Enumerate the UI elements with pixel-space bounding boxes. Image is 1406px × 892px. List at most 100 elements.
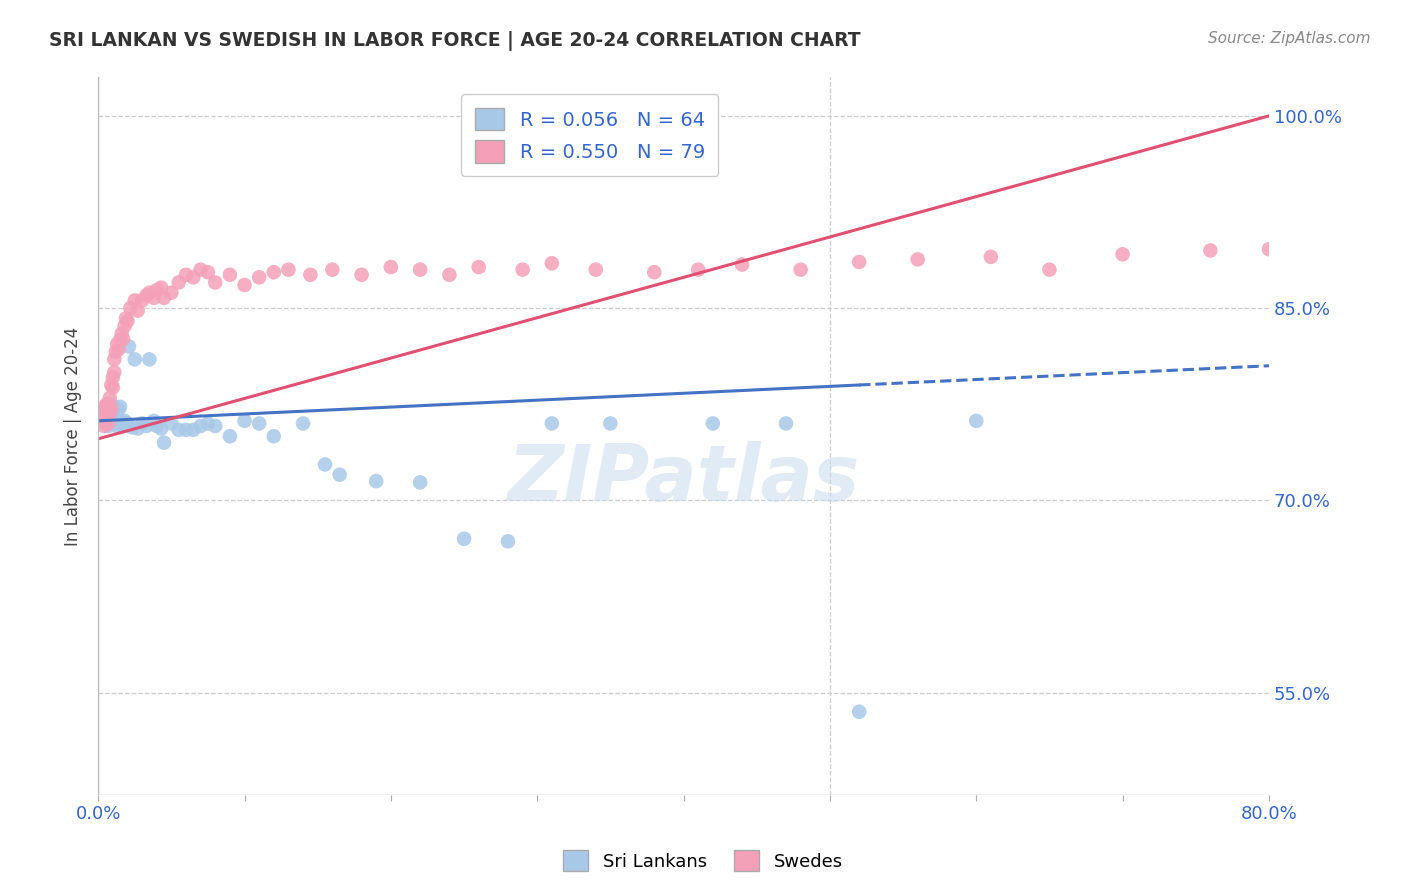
Point <box>98 391 121 405</box>
Point <box>329 467 352 482</box>
Point <box>848 255 870 269</box>
Point <box>1199 244 1222 258</box>
Point <box>688 262 710 277</box>
Point <box>702 417 724 431</box>
Point <box>103 403 125 417</box>
Point <box>103 410 125 425</box>
Point <box>540 256 562 270</box>
Point <box>112 419 135 434</box>
Point <box>174 268 197 282</box>
Point <box>127 303 149 318</box>
Point <box>118 340 141 354</box>
Point <box>409 262 432 277</box>
Point <box>124 293 146 308</box>
Point <box>96 406 118 420</box>
Point <box>101 370 124 384</box>
Point <box>97 419 120 434</box>
Point <box>100 417 122 431</box>
Point <box>540 417 562 431</box>
Point <box>105 411 128 425</box>
Point <box>100 397 122 411</box>
Point <box>101 414 124 428</box>
Y-axis label: In Labor Force | Age 20-24: In Labor Force | Age 20-24 <box>65 326 82 546</box>
Point <box>114 414 136 428</box>
Point <box>120 301 142 315</box>
Point <box>108 400 131 414</box>
Legend: R = 0.056   N = 64, R = 0.550   N = 79: R = 0.056 N = 64, R = 0.550 N = 79 <box>461 95 718 177</box>
Point <box>115 311 138 326</box>
Point <box>350 268 373 282</box>
Point <box>439 268 461 282</box>
Point <box>107 402 129 417</box>
Point <box>263 265 285 279</box>
Point <box>101 400 124 414</box>
Point <box>1258 242 1281 256</box>
Point <box>124 352 146 367</box>
Point <box>101 380 124 394</box>
Point <box>197 417 219 431</box>
Point <box>96 397 118 411</box>
Point <box>110 326 132 341</box>
Point <box>117 314 139 328</box>
Point <box>93 406 115 420</box>
Point <box>292 417 315 431</box>
Point <box>167 276 190 290</box>
Point <box>103 365 125 379</box>
Point <box>643 265 665 279</box>
Point <box>181 270 204 285</box>
Text: Source: ZipAtlas.com: Source: ZipAtlas.com <box>1208 31 1371 46</box>
Point <box>114 319 136 334</box>
Point <box>107 420 129 434</box>
Point <box>204 276 226 290</box>
Point <box>138 352 160 367</box>
Point <box>96 401 118 415</box>
Point <box>467 260 489 274</box>
Point <box>848 705 870 719</box>
Point <box>145 419 167 434</box>
Point <box>197 265 219 279</box>
Point <box>94 417 117 431</box>
Point <box>104 406 127 420</box>
Point <box>160 417 183 431</box>
Point <box>104 414 127 428</box>
Point <box>131 293 153 308</box>
Point <box>219 268 242 282</box>
Point <box>167 423 190 437</box>
Point <box>153 435 176 450</box>
Point <box>789 262 811 277</box>
Point <box>105 337 128 351</box>
Point <box>108 333 131 347</box>
Point <box>731 258 754 272</box>
Point <box>100 378 122 392</box>
Point <box>138 285 160 300</box>
Point <box>112 332 135 346</box>
Point <box>97 401 120 415</box>
Point <box>1111 247 1133 261</box>
Point <box>496 534 519 549</box>
Point <box>585 262 607 277</box>
Point <box>965 414 987 428</box>
Point <box>107 342 129 356</box>
Point <box>153 291 176 305</box>
Point <box>93 403 115 417</box>
Text: SRI LANKAN VS SWEDISH IN LABOR FORCE | AGE 20-24 CORRELATION CHART: SRI LANKAN VS SWEDISH IN LABOR FORCE | A… <box>49 31 860 51</box>
Point <box>409 475 432 490</box>
Point <box>98 409 121 423</box>
Point <box>97 399 120 413</box>
Point <box>145 283 167 297</box>
Point <box>98 411 121 425</box>
Point <box>104 344 127 359</box>
Point <box>512 262 534 277</box>
Point <box>94 399 117 413</box>
Point <box>1038 262 1060 277</box>
Point <box>204 419 226 434</box>
Text: ZIPatlas: ZIPatlas <box>508 442 859 517</box>
Point <box>93 419 115 434</box>
Point <box>247 417 270 431</box>
Point <box>121 420 143 434</box>
Point <box>907 252 929 267</box>
Point <box>135 288 157 302</box>
Point <box>233 278 256 293</box>
Point <box>96 406 118 420</box>
Point <box>101 406 124 420</box>
